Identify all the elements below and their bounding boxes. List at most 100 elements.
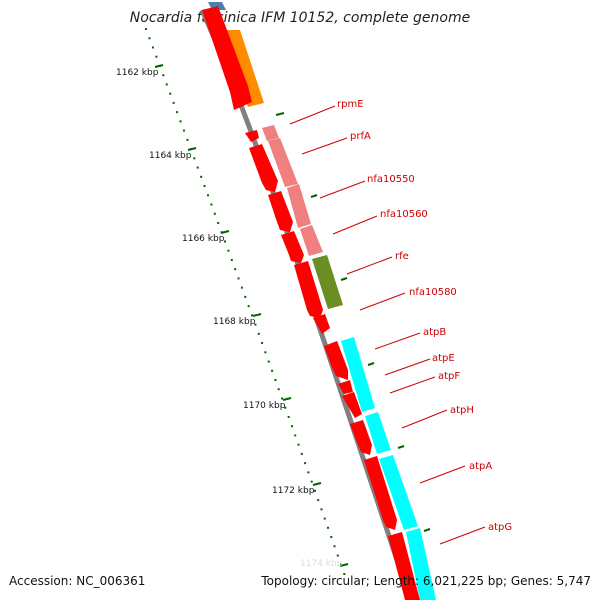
genome-stats-text: Topology: circular; Length: 6,021,225 bp… xyxy=(261,574,591,588)
scale-dot xyxy=(224,240,227,243)
gene-arrow xyxy=(364,456,397,530)
scale-dot xyxy=(287,415,290,418)
scale-dot xyxy=(237,277,240,280)
scale-dot xyxy=(196,166,199,169)
gene-label-rpmE: rpmE xyxy=(337,99,364,110)
scale-dot xyxy=(274,379,277,382)
gene-label-rfe: rfe xyxy=(395,251,409,262)
gene-label-prfA: prfA xyxy=(350,131,371,142)
scale-dot xyxy=(244,295,247,298)
ruler-major-tick xyxy=(312,482,322,486)
feature-cyan-4 xyxy=(406,528,436,600)
gene-arrow xyxy=(338,380,353,394)
scale-dot xyxy=(267,360,270,363)
scale-dot xyxy=(304,462,307,465)
scale-dot xyxy=(323,517,326,520)
scale-dot xyxy=(182,129,185,132)
ruler-major-tick xyxy=(220,230,230,234)
scale-dot xyxy=(200,175,203,178)
scale-dot xyxy=(297,443,300,446)
scale-dot xyxy=(330,536,333,539)
gene-arrow xyxy=(202,6,252,110)
scale-dot xyxy=(310,480,313,483)
feature-cyan-1 xyxy=(341,337,375,412)
scale-dot xyxy=(169,92,172,95)
gene-arrow xyxy=(294,261,323,318)
scale-dot xyxy=(176,111,179,114)
scale-dot xyxy=(217,221,220,224)
gene-arrows xyxy=(202,6,420,600)
gene-label-atpA: atpA xyxy=(469,461,492,472)
gene-arrow xyxy=(350,420,372,455)
ruler-label: 1168 kbp xyxy=(213,317,256,327)
scale-dot xyxy=(254,323,257,326)
scale-dot xyxy=(193,157,196,160)
feature-salmon-4 xyxy=(300,225,323,256)
scale-dot xyxy=(148,37,151,40)
gene-arrow xyxy=(324,341,348,380)
scale-dot xyxy=(155,55,158,58)
scale-dot xyxy=(151,46,154,49)
ruler-label: 1162 kbp xyxy=(116,68,159,78)
scale-dot xyxy=(271,369,274,372)
scale-dot xyxy=(320,508,323,511)
gene-label-atpG: atpG xyxy=(488,522,512,533)
scale-dot xyxy=(227,249,230,252)
scale-dot xyxy=(307,471,310,474)
gene-label-group: rpmE prfA nfa10550 nfa10560 rfe nfa10580… xyxy=(289,99,512,545)
scale-dot xyxy=(290,425,293,428)
ruler-major-tick xyxy=(282,397,292,401)
scale-dot xyxy=(179,120,182,123)
scale-dot xyxy=(247,305,250,308)
scale-dot xyxy=(213,212,216,215)
gene-arrow xyxy=(281,231,304,263)
scale-dot xyxy=(230,258,233,261)
scale-dot xyxy=(313,489,316,492)
scale-dot xyxy=(317,499,320,502)
scale-dot xyxy=(206,194,209,197)
scale-dot xyxy=(240,286,243,289)
scale-dot xyxy=(343,573,346,575)
scale-dot xyxy=(333,545,336,548)
gene-label-atpE: atpE xyxy=(432,353,455,364)
scale-dot xyxy=(203,185,206,188)
ruler-label: 1166 kbp xyxy=(182,234,225,244)
scale-dot xyxy=(145,28,147,30)
scale-dot xyxy=(294,434,297,437)
ruler-label: 1164 kbp xyxy=(149,151,192,161)
gene-label-nfa10580: nfa10580 xyxy=(409,287,457,298)
gene-label-atpF: atpF xyxy=(438,371,460,382)
feature-cyan-3 xyxy=(379,455,418,530)
scale-dot xyxy=(300,452,303,455)
ruler: 1162 kbp 1164 kbp 1166 kbp 1168 kbp 1170… xyxy=(116,64,349,569)
gene-arrow xyxy=(245,130,259,142)
scale-dot xyxy=(251,314,254,317)
gene-arrow xyxy=(268,191,293,232)
scale-dot xyxy=(162,74,165,77)
gene-label-nfa10550: nfa10550 xyxy=(367,174,415,185)
feature-salmon-2 xyxy=(268,138,298,187)
scale-dot xyxy=(165,83,168,86)
feature-olive xyxy=(312,255,343,309)
scale-dot xyxy=(210,203,213,206)
scale-dot xyxy=(281,397,284,400)
feature-salmon-3 xyxy=(287,184,311,228)
scale-dot xyxy=(284,406,287,409)
ruler-major-tick xyxy=(187,147,197,151)
ruler-major-tick xyxy=(339,563,349,567)
scale-dot xyxy=(261,342,264,345)
ruler-major-tick xyxy=(252,313,262,317)
ruler-label: 1172 kbp xyxy=(272,486,315,496)
ruler-major-tick xyxy=(154,64,164,68)
scale-dot xyxy=(264,351,267,354)
gene-arrow xyxy=(342,392,362,418)
scale-dot xyxy=(277,388,280,391)
outer-feature-track xyxy=(208,2,436,600)
scale-dot xyxy=(257,332,260,335)
gene-arrow xyxy=(313,314,330,334)
gene-label-nfa10560: nfa10560 xyxy=(380,209,428,220)
scale-dot xyxy=(326,526,329,529)
feature-salmon-1 xyxy=(262,125,279,141)
gene-arrow xyxy=(249,144,278,192)
